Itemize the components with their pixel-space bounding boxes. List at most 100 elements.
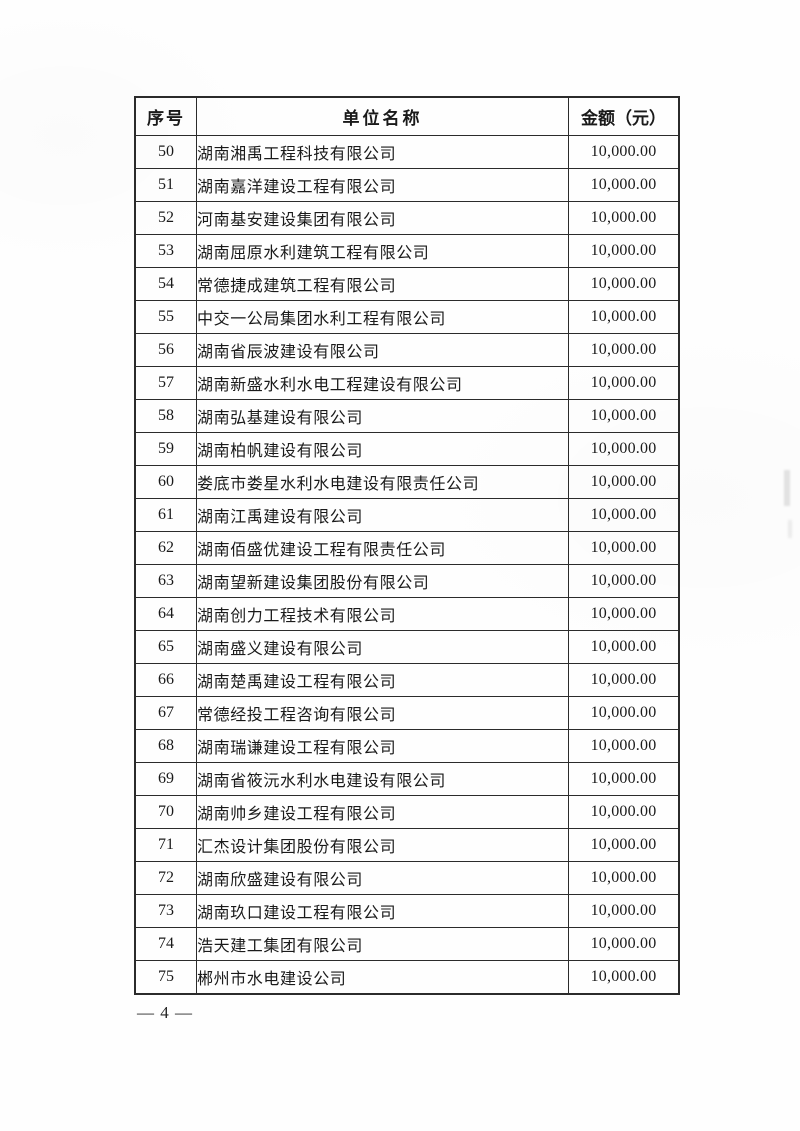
- payment-list-table-container: 序号 单位名称 金额（元） 50 湖南湘禹工程科技有限公司 10,000.00 51 湖…: [134, 96, 680, 995]
- table-body: 50 湖南湘禹工程科技有限公司 10,000.00 51 湖南嘉洋建设工程有限公司 10,…: [135, 135, 679, 994]
- column-header-sequence: 序号: [135, 97, 197, 136]
- cell-amount: 10,000.00: [568, 234, 679, 268]
- table-row: 67 常德经投工程咨询有限公司 10,000.00: [135, 696, 679, 730]
- cell-unit-name: 湖南佰盛优建设工程有限责任公司: [196, 531, 569, 565]
- table-row: 74 浩天建工集团有限公司 10,000.00: [135, 927, 679, 961]
- table-row: 66 湖南楚禹建设工程有限公司 10,000.00: [135, 663, 679, 697]
- cell-sequence: 58: [135, 399, 197, 433]
- table-row: 50 湖南湘禹工程科技有限公司 10,000.00: [135, 135, 679, 169]
- table-row: 70 湖南帅乡建设工程有限公司 10,000.00: [135, 795, 679, 829]
- cell-amount: 10,000.00: [568, 663, 679, 697]
- table-row: 75 郴州市水电建设公司 10,000.00: [135, 960, 679, 994]
- cell-unit-name: 湖南帅乡建设工程有限公司: [196, 795, 569, 829]
- cell-unit-name: 常德经投工程咨询有限公司: [196, 696, 569, 730]
- cell-amount: 10,000.00: [568, 399, 679, 433]
- cell-amount: 10,000.00: [568, 795, 679, 829]
- cell-amount: 10,000.00: [568, 465, 679, 499]
- cell-sequence: 69: [135, 762, 197, 796]
- cell-sequence: 74: [135, 927, 197, 961]
- table-row: 68 湖南瑞谦建设工程有限公司 10,000.00: [135, 729, 679, 763]
- cell-sequence: 56: [135, 333, 197, 367]
- cell-sequence: 66: [135, 663, 197, 697]
- table-row: 60 娄底市娄星水利水电建设有限责任公司 10,000.00: [135, 465, 679, 499]
- table-row: 69 湖南省筱沅水利水电建设有限公司 10,000.00: [135, 762, 679, 796]
- cell-sequence: 53: [135, 234, 197, 268]
- cell-amount: 10,000.00: [568, 201, 679, 235]
- cell-amount: 10,000.00: [568, 894, 679, 928]
- table-row: 54 常德捷成建筑工程有限公司 10,000.00: [135, 267, 679, 301]
- cell-sequence: 52: [135, 201, 197, 235]
- column-header-unit-name: 单位名称: [196, 97, 569, 136]
- table-row: 59 湖南柏帆建设有限公司 10,000.00: [135, 432, 679, 466]
- table-row: 57 湖南新盛水利水电工程建设有限公司 10,000.00: [135, 366, 679, 400]
- cell-amount: 10,000.00: [568, 630, 679, 664]
- cell-sequence: 60: [135, 465, 197, 499]
- cell-amount: 10,000.00: [568, 432, 679, 466]
- cell-amount: 10,000.00: [568, 531, 679, 565]
- cell-amount: 10,000.00: [568, 333, 679, 367]
- cell-unit-name: 汇杰设计集团股份有限公司: [196, 828, 569, 862]
- cell-amount: 10,000.00: [568, 927, 679, 961]
- table-row: 58 湖南弘基建设有限公司 10,000.00: [135, 399, 679, 433]
- table-header: 序号 单位名称 金额（元）: [135, 97, 679, 136]
- cell-unit-name: 湖南瑞谦建设工程有限公司: [196, 729, 569, 763]
- cell-unit-name: 湖南屈原水利建筑工程有限公司: [196, 234, 569, 268]
- cell-sequence: 55: [135, 300, 197, 334]
- cell-unit-name: 湖南创力工程技术有限公司: [196, 597, 569, 631]
- cell-unit-name: 中交一公局集团水利工程有限公司: [196, 300, 569, 334]
- column-header-amount: 金额（元）: [568, 97, 679, 136]
- cell-unit-name: 湖南玖口建设工程有限公司: [196, 894, 569, 928]
- table-row: 65 湖南盛义建设有限公司 10,000.00: [135, 630, 679, 664]
- cell-sequence: 50: [135, 135, 197, 169]
- cell-unit-name: 湖南欣盛建设有限公司: [196, 861, 569, 895]
- cell-unit-name: 湖南楚禹建设工程有限公司: [196, 663, 569, 697]
- cell-amount: 10,000.00: [568, 267, 679, 301]
- payment-list-table: 序号 单位名称 金额（元） 50 湖南湘禹工程科技有限公司 10,000.00 51 湖…: [134, 96, 680, 995]
- cell-sequence: 61: [135, 498, 197, 532]
- cell-sequence: 70: [135, 795, 197, 829]
- cell-sequence: 63: [135, 564, 197, 598]
- cell-amount: 10,000.00: [568, 762, 679, 796]
- cell-unit-name: 湖南新盛水利水电工程建设有限公司: [196, 366, 569, 400]
- cell-amount: 10,000.00: [568, 597, 679, 631]
- table-row: 61 湖南江禹建设有限公司 10,000.00: [135, 498, 679, 532]
- table-row: 51 湖南嘉洋建设工程有限公司 10,000.00: [135, 168, 679, 202]
- cell-sequence: 72: [135, 861, 197, 895]
- cell-unit-name: 湖南湘禹工程科技有限公司: [196, 135, 569, 169]
- cell-sequence: 62: [135, 531, 197, 565]
- cell-unit-name: 常德捷成建筑工程有限公司: [196, 267, 569, 301]
- table-row: 53 湖南屈原水利建筑工程有限公司 10,000.00: [135, 234, 679, 268]
- table-row: 62 湖南佰盛优建设工程有限责任公司 10,000.00: [135, 531, 679, 565]
- cell-unit-name: 湖南柏帆建设有限公司: [196, 432, 569, 466]
- cell-sequence: 59: [135, 432, 197, 466]
- cell-sequence: 75: [135, 960, 197, 994]
- cell-sequence: 71: [135, 828, 197, 862]
- table-row: 56 湖南省辰波建设有限公司 10,000.00: [135, 333, 679, 367]
- cell-unit-name: 浩天建工集团有限公司: [196, 927, 569, 961]
- scan-edge-smudge-secondary: [788, 520, 792, 538]
- cell-unit-name: 湖南望新建设集团股份有限公司: [196, 564, 569, 598]
- cell-amount: 10,000.00: [568, 366, 679, 400]
- table-row: 63 湖南望新建设集团股份有限公司 10,000.00: [135, 564, 679, 598]
- cell-unit-name: 湖南盛义建设有限公司: [196, 630, 569, 664]
- table-row: 73 湖南玖口建设工程有限公司 10,000.00: [135, 894, 679, 928]
- scan-edge-smudge: [784, 470, 790, 506]
- cell-sequence: 67: [135, 696, 197, 730]
- cell-amount: 10,000.00: [568, 828, 679, 862]
- cell-amount: 10,000.00: [568, 696, 679, 730]
- table-row: 71 汇杰设计集团股份有限公司 10,000.00: [135, 828, 679, 862]
- cell-unit-name: 郴州市水电建设公司: [196, 960, 569, 994]
- cell-amount: 10,000.00: [568, 960, 679, 994]
- cell-amount: 10,000.00: [568, 168, 679, 202]
- cell-sequence: 65: [135, 630, 197, 664]
- cell-amount: 10,000.00: [568, 300, 679, 334]
- cell-amount: 10,000.00: [568, 498, 679, 532]
- cell-amount: 10,000.00: [568, 861, 679, 895]
- cell-sequence: 64: [135, 597, 197, 631]
- cell-unit-name: 湖南省辰波建设有限公司: [196, 333, 569, 367]
- table-row: 55 中交一公局集团水利工程有限公司 10,000.00: [135, 300, 679, 334]
- cell-amount: 10,000.00: [568, 564, 679, 598]
- table-header-row: 序号 单位名称 金额（元）: [135, 97, 679, 136]
- cell-sequence: 51: [135, 168, 197, 202]
